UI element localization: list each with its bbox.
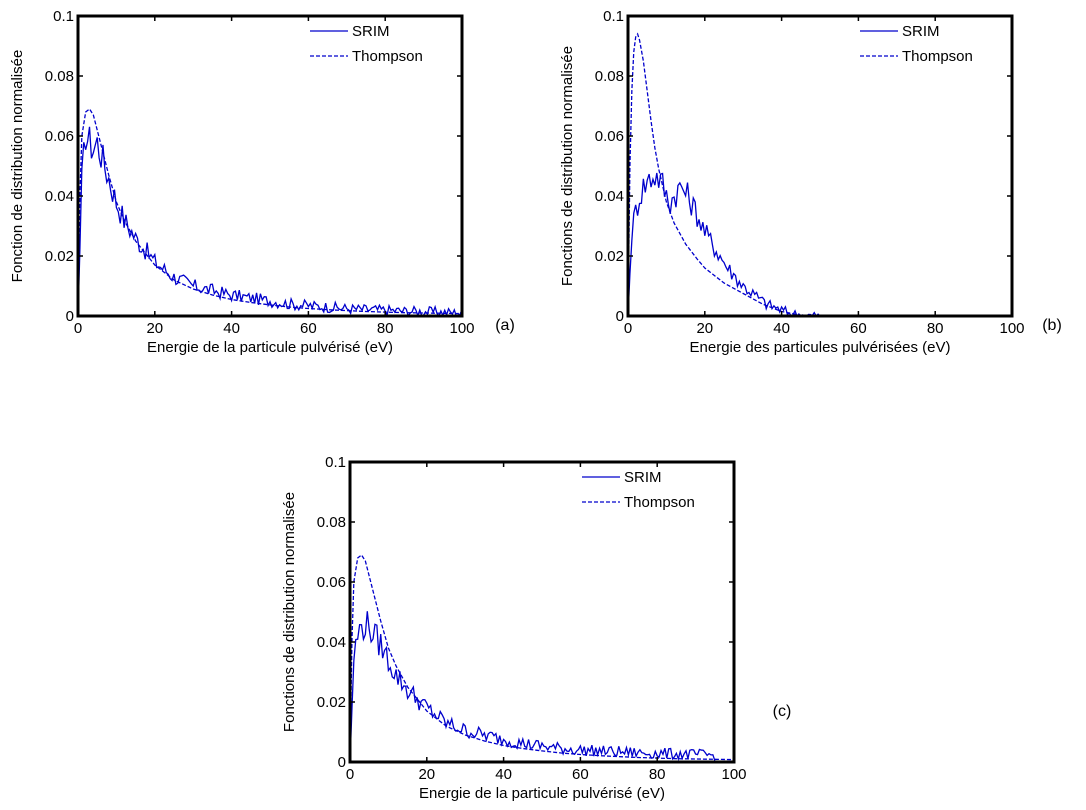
legend: SRIM Thompson	[310, 23, 423, 65]
series-line-srim	[78, 126, 462, 316]
x-tick-label: 20	[418, 766, 435, 783]
x-tick-label: 20	[146, 320, 163, 337]
legend-label-srim: SRIM	[902, 23, 940, 40]
x-tick-label: 80	[649, 766, 666, 783]
y-tick-label: 0	[616, 308, 624, 325]
x-tick-label: 80	[377, 320, 394, 337]
y-axis-label: Fonction de distribution normalisée	[9, 50, 26, 283]
y-tick-label: 0.04	[317, 634, 346, 651]
y-tick-label: 0.02	[317, 694, 346, 711]
legend: SRIM Thompson	[860, 23, 973, 65]
panel-label: (c)	[773, 703, 792, 720]
chart-panel-3: 0 20 40 60 80 100 0 0.02 0.04 0.06 0.08 0.1 Energie …	[281, 454, 791, 802]
legend-label-thompson: Thompson	[902, 48, 973, 65]
x-tick-label: 60	[300, 320, 317, 337]
y-tick-label: 0	[338, 754, 346, 771]
x-tick-label: 100	[449, 320, 474, 337]
series-line-thompson	[78, 108, 462, 316]
series-line-srim	[628, 172, 993, 316]
x-tick-label: 100	[721, 766, 746, 783]
chart-panel-2: 0 20 40 60 80 100 0 0.02 0.04 0.06 0.08 0.1 Energie …	[559, 8, 1062, 356]
y-tick-label: 0.1	[325, 454, 346, 471]
plot-frame	[626, 14, 1014, 318]
y-tick-label: 0.06	[595, 128, 624, 145]
y-axis-label: Fonctions de distribution normalisée	[559, 46, 576, 286]
y-tick-label: 0.08	[595, 68, 624, 85]
chart-panel-1: 0 20 40 60 80 100 0 0.02 0.04 0.06 0.08 0.1 Energie …	[9, 8, 515, 356]
y-tick-label: 0.1	[603, 8, 624, 25]
y-tick-label: 0.06	[317, 574, 346, 591]
y-tick-label: 0.08	[45, 68, 74, 85]
x-tick-label: 60	[572, 766, 589, 783]
x-axis-label: Energie des particules pulvérisées (eV)	[690, 339, 951, 356]
y-tick-label: 0	[66, 308, 74, 325]
x-tick-label: 40	[495, 766, 512, 783]
x-tick-label: 60	[850, 320, 867, 337]
y-tick-label: 0.04	[595, 188, 624, 205]
x-axis-label: Energie de la particule pulvérisé (eV)	[147, 339, 393, 356]
series-line-thompson	[350, 554, 734, 762]
x-tick-label: 100	[999, 320, 1024, 337]
legend-label-srim: SRIM	[352, 23, 390, 40]
panel-label: (b)	[1042, 317, 1062, 334]
y-tick-label: 0.02	[595, 248, 624, 265]
x-tick-label: 40	[773, 320, 790, 337]
x-tick-label: 20	[696, 320, 713, 337]
x-tick-label: 0	[624, 320, 632, 337]
y-tick-label: 0.08	[317, 514, 346, 531]
y-tick-label: 0.1	[53, 8, 74, 25]
y-axis-label: Fonctions de distribution normalisée	[281, 492, 298, 732]
panel-label: (a)	[495, 317, 515, 334]
x-axis-label: Energie de la particule pulvérisé (eV)	[419, 785, 665, 802]
series-line-thompson	[628, 32, 821, 316]
x-tick-label: 40	[223, 320, 240, 337]
plot-frame	[76, 14, 464, 318]
legend: SRIM Thompson	[582, 469, 695, 511]
x-tick-label: 0	[74, 320, 82, 337]
y-tick-label: 0.04	[45, 188, 74, 205]
legend-label-thompson: Thompson	[352, 48, 423, 65]
x-tick-label: 80	[927, 320, 944, 337]
series-line-srim	[350, 611, 716, 762]
y-tick-label: 0.02	[45, 248, 74, 265]
plot-frame	[348, 460, 736, 764]
y-tick-label: 0.06	[45, 128, 74, 145]
legend-label-srim: SRIM	[624, 469, 662, 486]
legend-label-thompson: Thompson	[624, 494, 695, 511]
x-tick-label: 0	[346, 766, 354, 783]
